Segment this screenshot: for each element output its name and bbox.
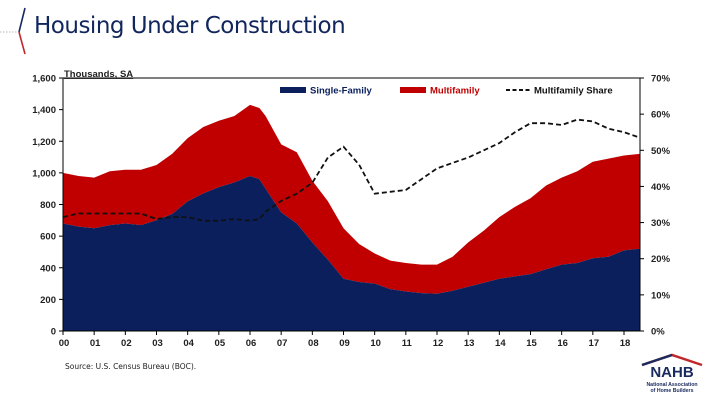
title-decoration [0, 7, 26, 55]
y2-tick-label: 10% [651, 290, 671, 301]
x-tick-label: 18 [620, 338, 631, 349]
x-tick-label: 04 [183, 338, 194, 349]
y-axis-unit-label: Thousands, SA [64, 69, 133, 80]
x-tick-label: 09 [339, 338, 350, 349]
legend-label: Multifamily [430, 86, 480, 97]
page-title: Housing Under Construction [34, 13, 346, 39]
y2-tick-label: 40% [651, 182, 671, 193]
y-tick-label: 1,000 [32, 168, 56, 179]
source-note: Source: U.S. Census Bureau (BOC). [65, 362, 197, 371]
nahb-logo: NAHB National Association of Home Builde… [641, 353, 703, 394]
x-axis: 00 01 02 03 04 05 06 07 08 09 10 11 12 13 14 15 16 17 18 [59, 331, 631, 349]
y2-tick-label: 60% [651, 110, 671, 121]
y2-tick-label: 50% [651, 146, 671, 157]
legend-swatch [400, 87, 426, 93]
y-tick-label: 1,400 [32, 105, 56, 116]
legend-item: Single-Family [280, 86, 372, 97]
x-tick-label: 08 [308, 338, 319, 349]
y2-tick-label: 20% [651, 254, 671, 265]
x-tick-label: 17 [589, 338, 600, 349]
y2-tick-label: 70% [651, 74, 671, 85]
y-tick-label: 800 [40, 200, 56, 211]
x-tick-label: 14 [495, 338, 506, 349]
chart-areas [63, 104, 640, 331]
legend-label: Single-Family [310, 86, 372, 97]
legend-item: Multifamily Share [506, 86, 613, 97]
x-tick-label: 07 [277, 338, 288, 349]
x-tick-label: 12 [433, 338, 444, 349]
line-multifamily-share [62, 118, 640, 222]
x-tick-label: 16 [557, 338, 568, 349]
y-axis-right: 0% 10% 20% 30% 40% 50% 60% 70% [640, 74, 671, 338]
x-tick-label: 10 [370, 338, 381, 349]
logo-subtitle-2: of Home Builders [651, 388, 694, 394]
x-tick-label: 02 [121, 338, 132, 349]
area-single-family [63, 176, 640, 331]
legend: Single-Family Multifamily Multifamily Shar… [280, 86, 613, 97]
x-tick-label: 11 [402, 338, 413, 349]
y-tick-label: 200 [40, 295, 56, 306]
x-tick-label: 00 [59, 338, 70, 349]
logo-wordmark: NAHB [650, 364, 693, 381]
x-tick-label: 06 [246, 338, 257, 349]
y2-tick-label: 0% [651, 327, 665, 338]
y-tick-label: 1,600 [32, 74, 56, 85]
y-tick-label: 400 [40, 263, 56, 274]
logo-subtitle-1: National Association [646, 382, 697, 388]
legend-item: Multifamily [400, 86, 480, 97]
chart-share-line [62, 118, 640, 222]
area-multifamily [63, 104, 640, 294]
y-tick-label: 1,200 [32, 137, 56, 148]
x-tick-label: 03 [152, 338, 163, 349]
x-tick-label: 13 [464, 338, 475, 349]
y2-tick-label: 30% [651, 218, 671, 229]
legend-label: Multifamily Share [534, 86, 613, 97]
y-tick-label: 600 [40, 232, 56, 243]
y-axis-left: 0 200 400 600 800 1,000 1,200 1,400 1,600 [32, 74, 63, 338]
x-tick-label: 01 [90, 338, 101, 349]
x-tick-label: 15 [526, 338, 537, 349]
y-tick-label: 0 [51, 327, 56, 338]
legend-swatch [280, 87, 306, 93]
x-tick-label: 05 [215, 338, 226, 349]
